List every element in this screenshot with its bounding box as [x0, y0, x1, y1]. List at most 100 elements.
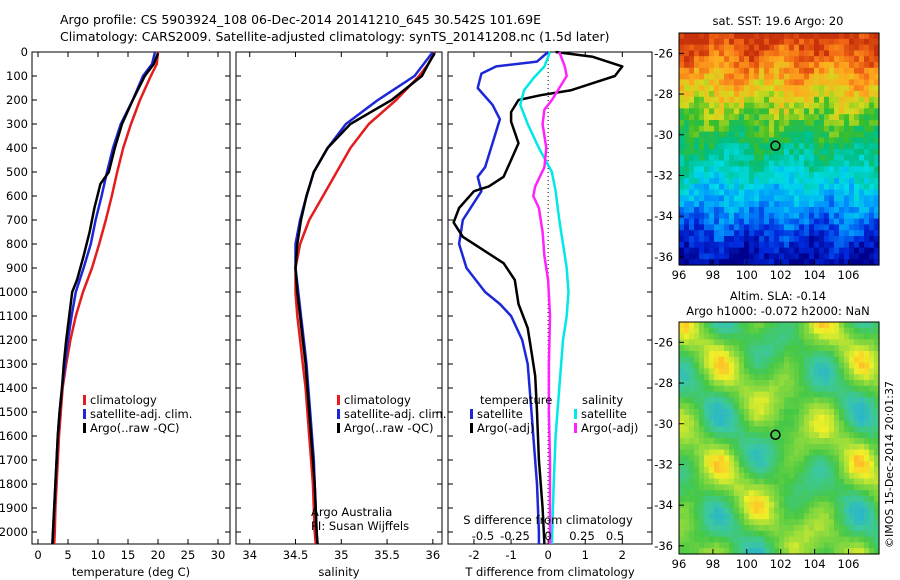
map-cell	[744, 195, 750, 202]
map-cell	[844, 484, 850, 491]
argo-position-marker	[770, 429, 781, 441]
map-cell	[769, 212, 775, 220]
map-cell	[829, 79, 835, 86]
map-cell	[829, 67, 835, 75]
map-cell	[729, 345, 735, 352]
map-cell	[809, 56, 815, 63]
map-cell	[719, 230, 725, 237]
map-cell	[814, 143, 820, 150]
map-cell	[704, 368, 710, 375]
map-cell	[759, 351, 765, 358]
map-cell	[864, 484, 870, 491]
map-cell	[734, 496, 740, 503]
map-cell	[864, 91, 870, 98]
map-cell	[874, 44, 880, 51]
map-cell	[804, 38, 810, 46]
map-cell	[794, 91, 800, 98]
map-cell	[714, 374, 720, 381]
map-cell	[809, 62, 815, 69]
map-cell	[824, 253, 830, 260]
map-cell	[804, 79, 810, 86]
map-cell	[834, 519, 840, 526]
map-cell	[724, 548, 730, 555]
map-cell	[759, 542, 765, 549]
map-cell	[744, 449, 750, 456]
map-cell	[854, 247, 860, 254]
map-cell	[839, 183, 845, 191]
map-cell	[829, 525, 835, 532]
map-cell	[849, 67, 855, 75]
map-cell	[699, 467, 705, 474]
map-cell	[834, 322, 840, 329]
map-cell	[684, 530, 690, 538]
map-cell	[749, 224, 755, 231]
map-cell	[764, 96, 770, 104]
map-cell	[804, 461, 810, 468]
map-cell	[829, 472, 835, 480]
map-cell	[854, 102, 860, 109]
map-cell	[844, 207, 850, 214]
map-cell	[769, 409, 775, 416]
map-cell	[869, 33, 875, 40]
map-cell	[844, 67, 850, 75]
map-cell	[729, 443, 735, 451]
map-cell	[864, 236, 870, 243]
map-cell	[729, 143, 735, 150]
map-cell	[819, 461, 825, 468]
map-cell	[839, 166, 845, 173]
map-cell	[824, 455, 830, 462]
map-cell	[759, 397, 765, 404]
map-cell	[789, 102, 795, 109]
map-cell	[754, 467, 760, 474]
map-cell	[859, 44, 865, 51]
map-cell	[734, 484, 740, 491]
map-cell	[839, 44, 845, 51]
map-cell	[774, 409, 780, 416]
map-cell	[859, 166, 865, 173]
map-cell	[804, 201, 810, 208]
map-cell	[824, 461, 830, 468]
map-cell	[839, 496, 845, 503]
map-cell	[689, 490, 695, 497]
map-cell	[799, 530, 805, 538]
map-cell	[814, 44, 820, 51]
map-cell	[824, 50, 830, 57]
map-cell	[769, 79, 775, 86]
map-cell	[684, 137, 690, 144]
map-cell	[764, 247, 770, 254]
map-cell	[709, 247, 715, 254]
map-cell	[724, 438, 730, 445]
map-cell	[854, 513, 860, 520]
map-cell	[824, 542, 830, 549]
map-cell	[814, 33, 820, 40]
map-cell	[729, 519, 735, 526]
map-cell	[844, 114, 850, 121]
map-cell	[744, 120, 750, 127]
map-cell	[689, 530, 695, 538]
map-cell	[819, 374, 825, 381]
map-cell	[739, 356, 745, 364]
map-cell	[834, 496, 840, 503]
map-cell	[824, 322, 830, 329]
map-cell	[804, 536, 810, 543]
map-cell	[769, 201, 775, 208]
map-cell	[689, 397, 695, 404]
map-cell	[779, 327, 785, 335]
map-cell	[754, 241, 760, 249]
map-cell	[729, 73, 735, 80]
map-cell	[784, 368, 790, 375]
map-cell	[769, 380, 775, 387]
map-cell	[729, 484, 735, 491]
map-cell	[829, 218, 835, 225]
map-cell	[794, 96, 800, 104]
map-cell	[869, 44, 875, 51]
map-cell	[744, 368, 750, 375]
map-cell	[854, 236, 860, 243]
map-cell	[719, 507, 725, 514]
map-cell	[689, 67, 695, 75]
map-cell	[859, 149, 865, 156]
map-cell	[719, 461, 725, 468]
map-cell	[804, 62, 810, 69]
map-cell	[859, 96, 865, 104]
map-cell	[709, 345, 715, 352]
